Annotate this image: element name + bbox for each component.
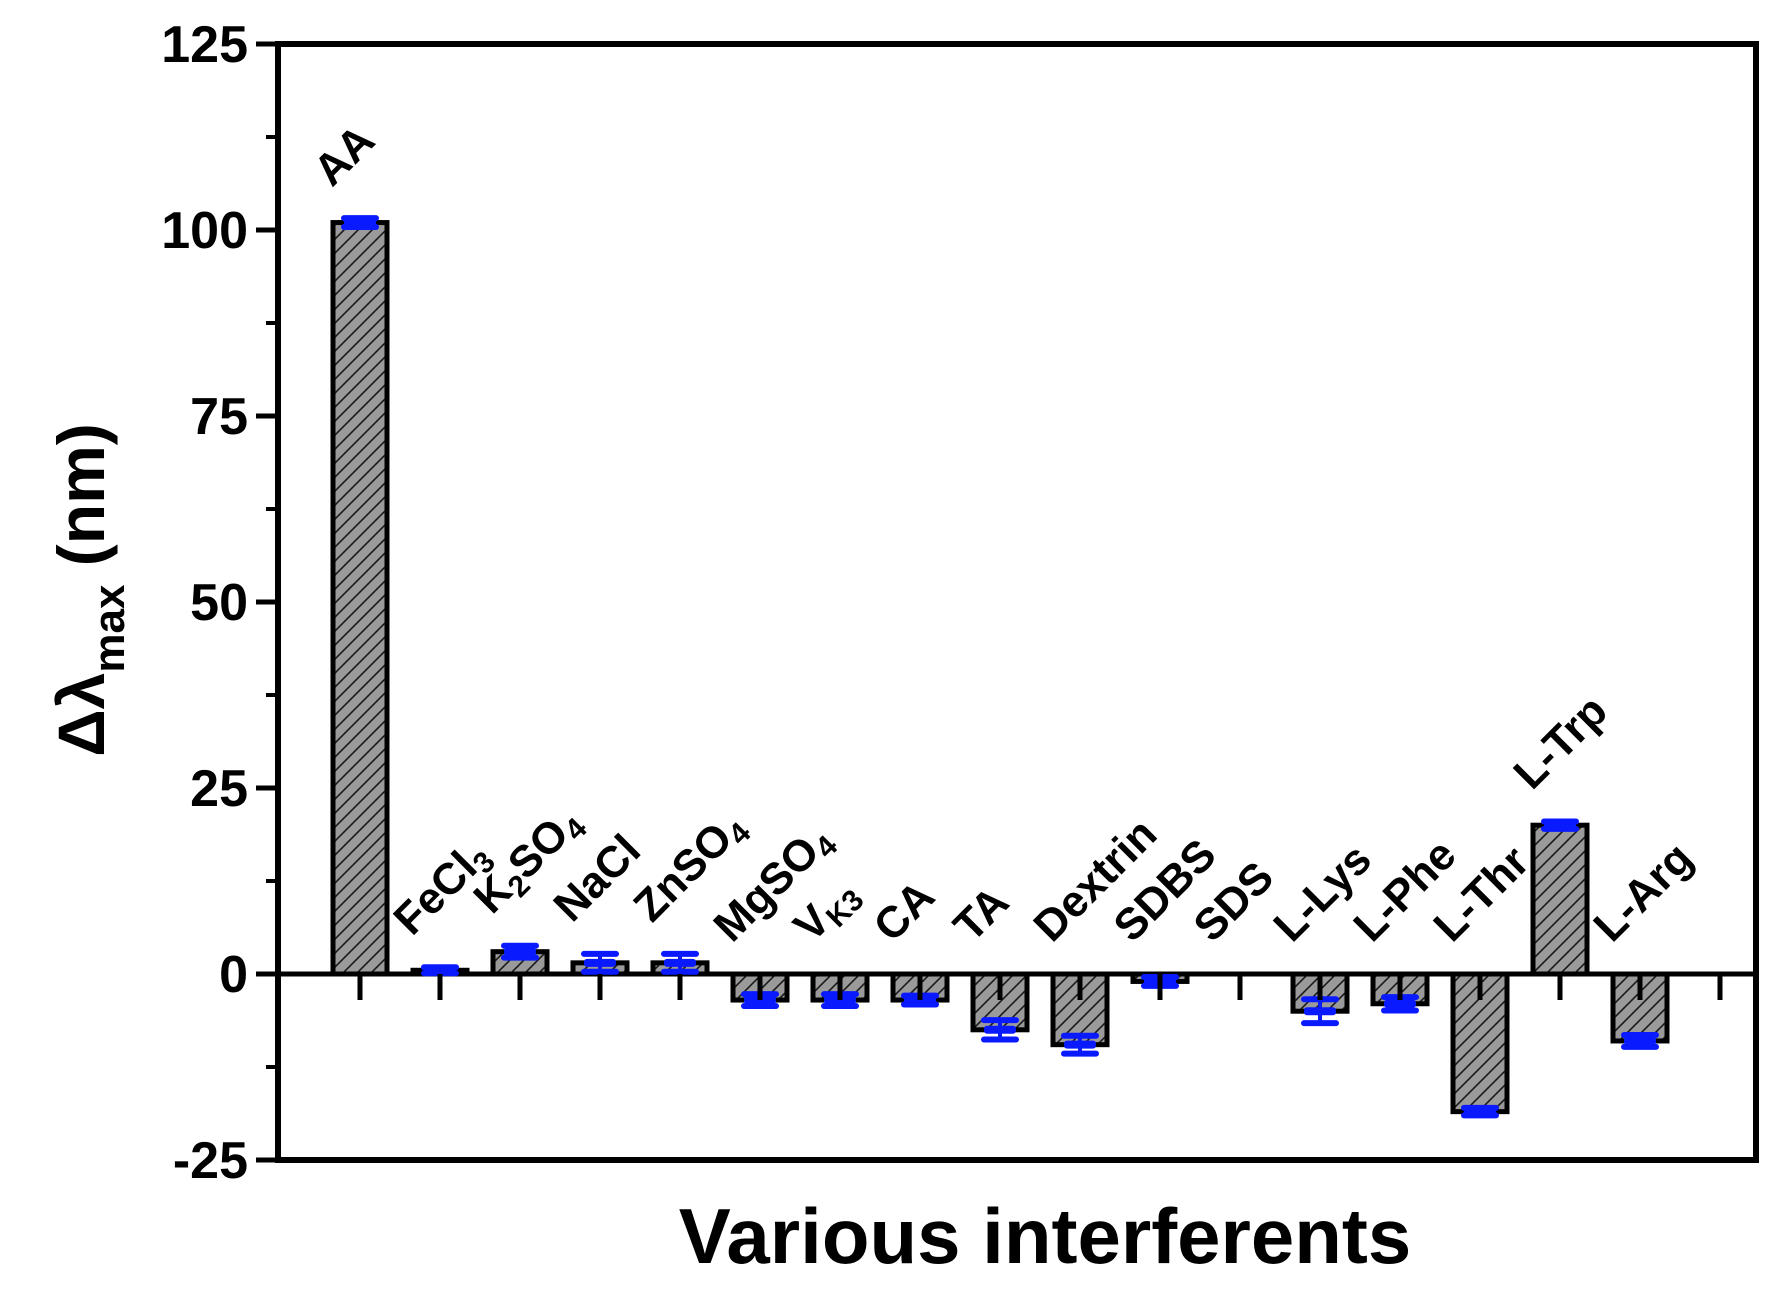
error-mean-marker [664,958,696,967]
error-mean-marker [1304,1007,1336,1016]
x-axis-label: Various interferents [679,1192,1412,1280]
error-mean-marker [984,1025,1016,1034]
bar-label: L-Trp [1504,686,1616,798]
x-axis-ticks [357,974,1723,1000]
error-mean-marker [344,218,376,227]
bar-label: AA [304,116,384,196]
y-axis: 125 100 75 50 25 0 -25 [161,16,278,1190]
error-bars-group [341,215,1659,1119]
error-mean-marker [824,996,856,1005]
bar-label: L-Arg [1584,833,1702,951]
error-mean-marker [744,996,776,1005]
y-tick-label: 25 [190,760,248,818]
y-tick-label: 125 [161,16,248,74]
y-tick-label: 75 [190,388,248,446]
bar-label: TA [944,877,1018,951]
error-mean-marker [424,966,456,975]
error-mean-marker [1464,1107,1496,1116]
error-mean-marker [904,996,936,1005]
error-mean-marker [1384,999,1416,1008]
bar-label: CA [864,871,944,951]
y-tick-label: -25 [173,1132,248,1190]
y-axis-label: Δλmax (nm) [44,423,134,757]
error-mean-marker [504,947,536,956]
y-tick-label: 0 [219,946,248,1004]
y-tick-label: 50 [190,574,248,632]
bar [1530,822,1590,977]
error-mean-marker [584,958,616,967]
error-mean-marker [1624,1036,1656,1045]
bar [330,220,390,977]
error-mean-marker [1544,821,1576,830]
error-mean-marker [1064,1040,1096,1049]
y-tick-label: 100 [161,202,248,260]
